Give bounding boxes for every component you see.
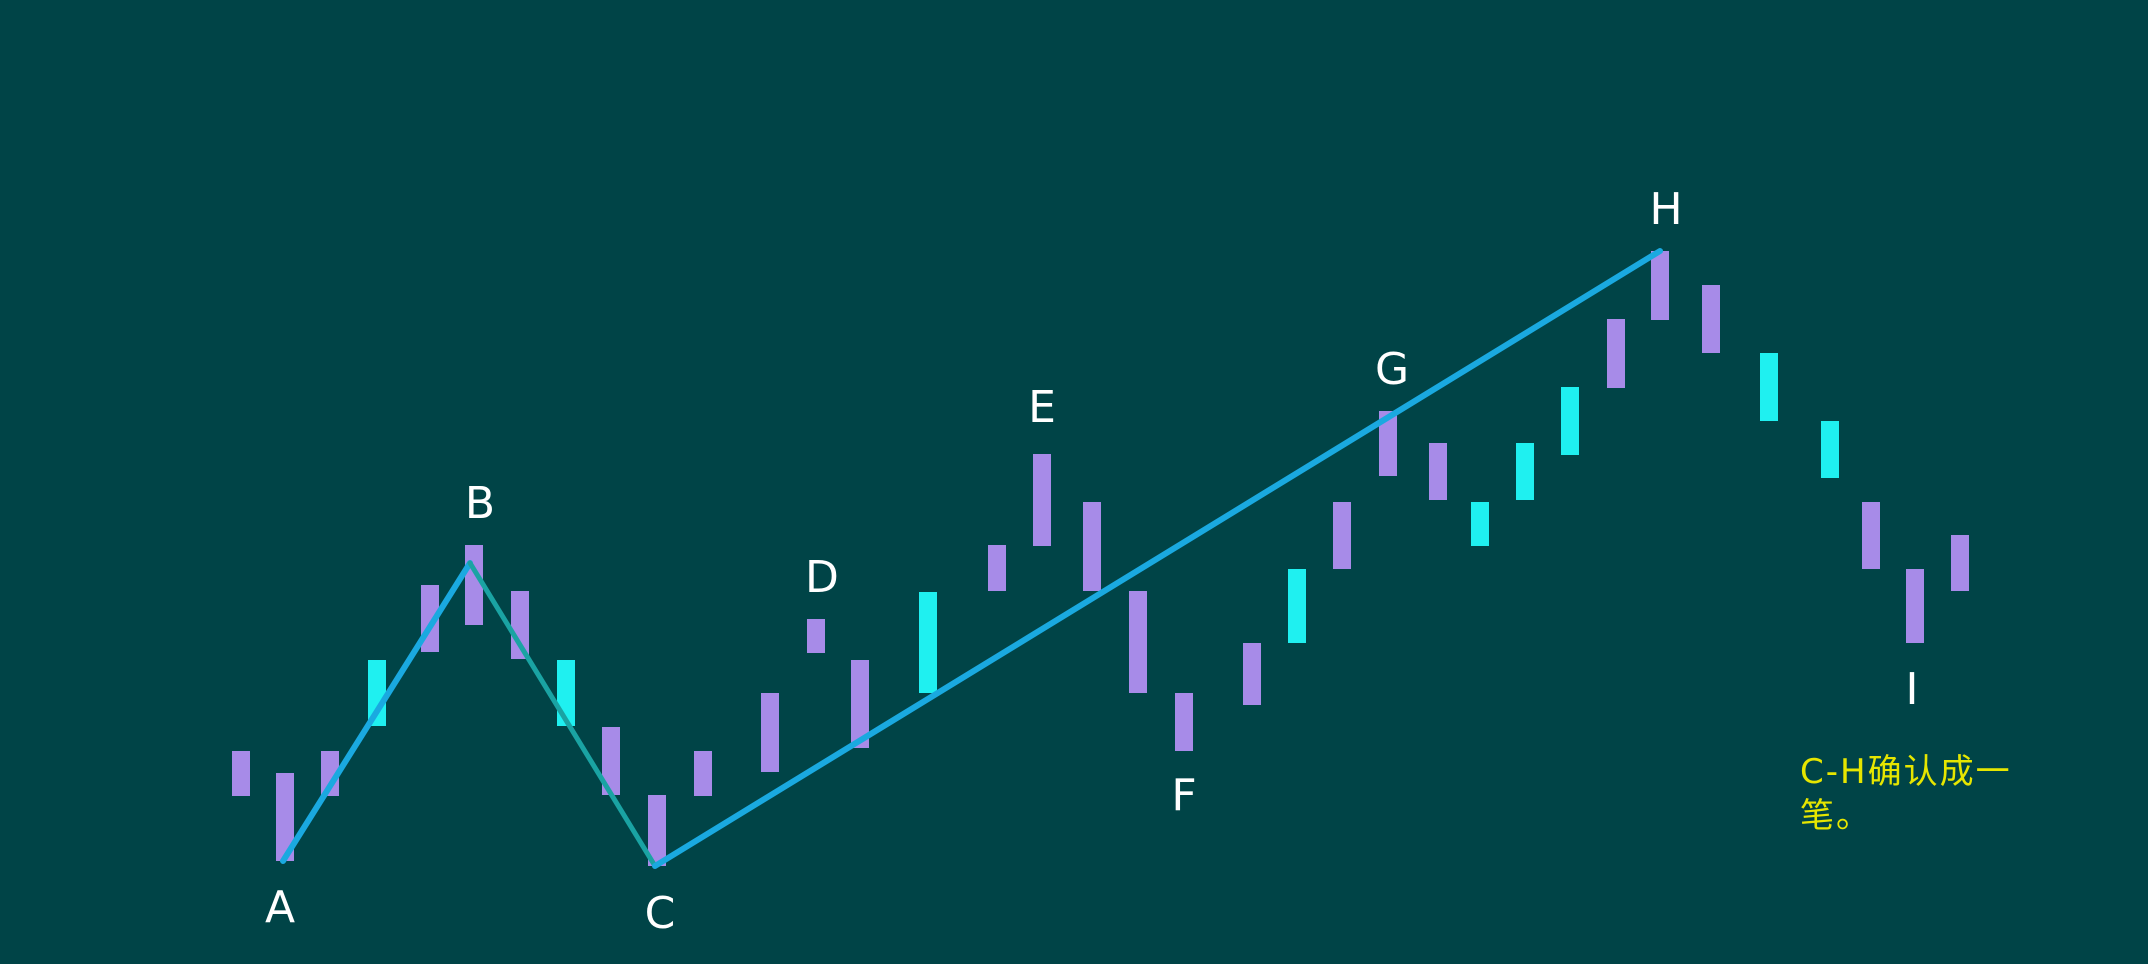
bar-1	[232, 751, 250, 796]
bar-36	[1951, 535, 1969, 591]
bars-group	[232, 251, 1969, 866]
bar-14	[851, 660, 869, 748]
bar-21	[1243, 643, 1261, 705]
label-c: C	[645, 888, 676, 939]
bar-23	[1333, 502, 1351, 569]
bar-29	[1607, 319, 1625, 388]
bar-22	[1288, 569, 1306, 643]
label-e: E	[1028, 382, 1056, 433]
bar-20	[1175, 693, 1193, 751]
bar-18	[1083, 502, 1101, 591]
bar-32	[1760, 353, 1778, 421]
bar-24	[1379, 411, 1397, 476]
bar-3	[321, 751, 339, 796]
bar-33	[1821, 421, 1839, 478]
label-d: D	[805, 552, 839, 603]
point-labels: A B C D E F G H I	[265, 184, 1919, 939]
note-text: C-H确认成一笔。	[1800, 752, 2012, 836]
bar-13	[807, 619, 825, 653]
bar-28	[1561, 387, 1579, 455]
bar-12	[761, 693, 779, 772]
bar-16	[988, 545, 1006, 591]
bar-31	[1702, 285, 1720, 353]
bar-15	[919, 592, 937, 693]
bar-25	[1429, 443, 1447, 500]
bar-19	[1129, 591, 1147, 693]
label-f: F	[1171, 770, 1196, 821]
bar-34	[1862, 502, 1880, 569]
bar-10	[648, 795, 666, 866]
label-g: G	[1375, 344, 1409, 395]
bar-9	[602, 727, 620, 795]
label-h: H	[1649, 184, 1682, 235]
stroke-line-b-c	[467, 560, 658, 869]
bar-11	[694, 751, 712, 796]
bar-2	[276, 773, 294, 861]
bar-35	[1906, 569, 1924, 643]
stroke-line-a-b	[280, 560, 473, 864]
label-a: A	[265, 882, 295, 933]
stroke-line-c-h	[652, 248, 1663, 869]
bar-27	[1516, 443, 1534, 500]
lines-group	[280, 248, 1663, 869]
label-b: B	[465, 478, 495, 529]
label-i: I	[1906, 664, 1919, 715]
bar-17	[1033, 454, 1051, 546]
bar-26	[1471, 502, 1489, 546]
bar-6	[465, 545, 483, 625]
bar-30	[1651, 251, 1669, 320]
